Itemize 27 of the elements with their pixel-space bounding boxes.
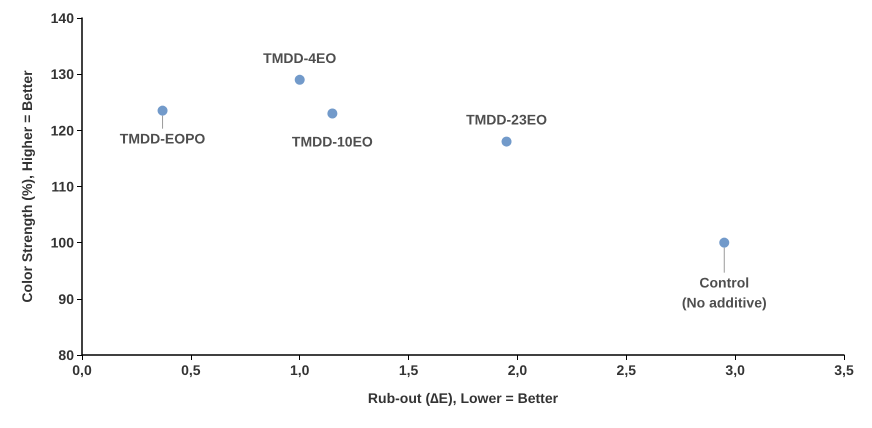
- annotation: TMDD-4EO: [263, 50, 336, 66]
- y-tick-label: 110: [51, 178, 74, 194]
- x-tick-label: 3,5: [834, 362, 854, 378]
- x-axis-title: Rub-out (∆E), Lower = Better: [368, 390, 559, 406]
- x-tick-label: 1,0: [290, 362, 310, 378]
- annotation: Control (No additive): [682, 274, 767, 311]
- point: [158, 106, 168, 116]
- point: [719, 238, 730, 248]
- x-tick-label: 3,0: [725, 362, 746, 378]
- point: [294, 74, 305, 85]
- annotation: TMDD-23EO: [466, 112, 548, 128]
- x-tick-label: 0,0: [72, 362, 92, 378]
- annotation: TMDD-EOPO: [120, 130, 206, 147]
- x-tick-label: 2,5: [616, 362, 636, 378]
- x-tick-label: 1,5: [398, 362, 419, 378]
- y-tick-label: 100: [50, 234, 74, 251]
- y-tick-label: 130: [50, 66, 74, 82]
- x-tick-label: 2,0: [508, 362, 528, 378]
- y-tick-label: 120: [50, 122, 74, 138]
- y-tick-label: 90: [58, 290, 74, 307]
- y-tick-label: 140: [50, 10, 74, 26]
- point: [327, 108, 338, 118]
- annotation: TMDD-10EO: [292, 133, 373, 150]
- y-axis-title: Color Strength (%), Higher = Better: [19, 70, 35, 303]
- x-tick-label: 0,5: [181, 362, 201, 378]
- y-tick-label: 80: [58, 347, 74, 363]
- point: [502, 136, 512, 147]
